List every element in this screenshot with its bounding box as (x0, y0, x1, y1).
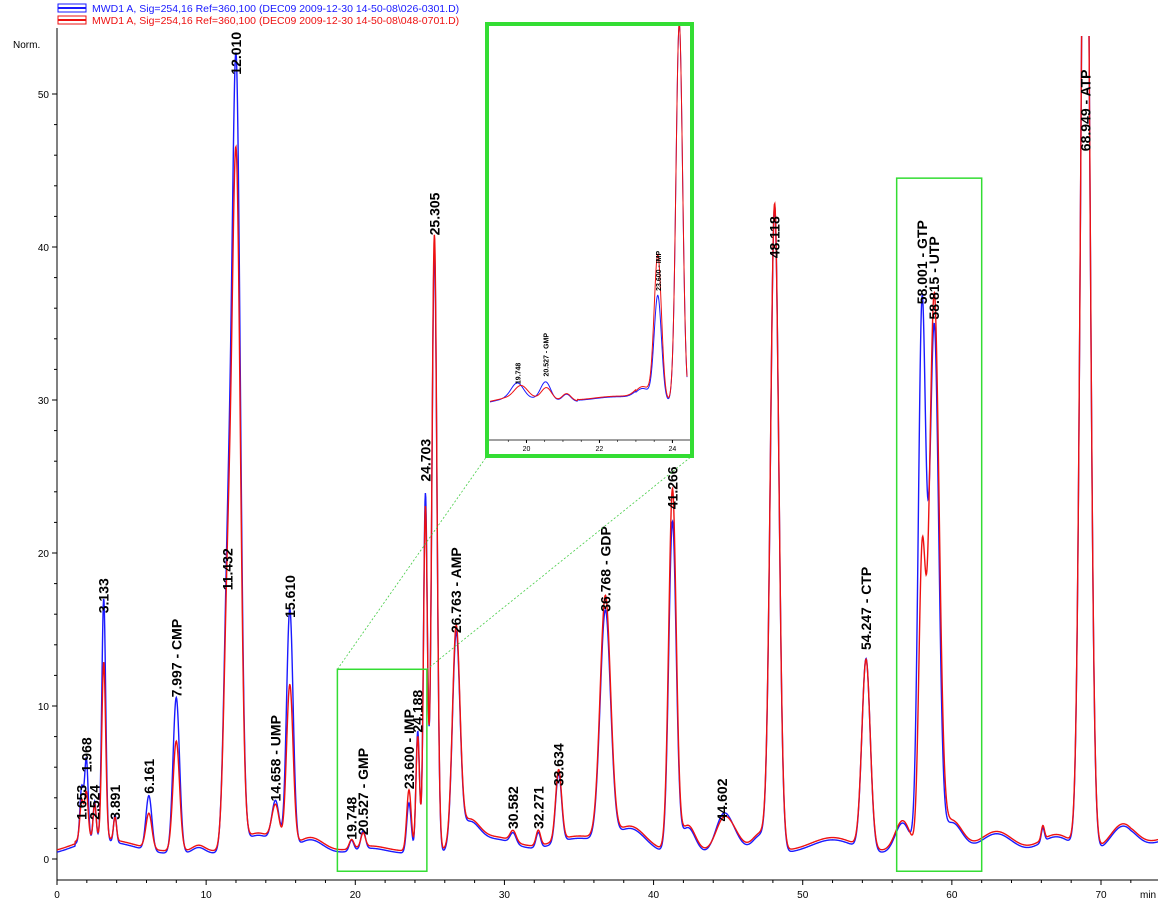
peak-label: 1.968 (78, 737, 94, 772)
inset-x-tick-label: 24 (669, 446, 677, 453)
peak-label: 20.527 - GMP (355, 748, 371, 835)
highlight-box-2 (895, 177, 983, 872)
inset-x-tick-label: 22 (596, 446, 604, 453)
inset-peak-label: 19.748 (515, 363, 522, 385)
peak-label: 58.815 - UTP (926, 236, 942, 319)
inset-x-tick-label: 20 (523, 446, 531, 453)
peak-label: 15.610 (282, 575, 298, 618)
peak-label: 19.748 (344, 797, 360, 840)
y-tick-label: 40 (38, 243, 50, 254)
peak-label: 48.118 (767, 216, 783, 258)
peak-label: 32.271 (530, 786, 546, 829)
y-tick-label: 0 (43, 855, 49, 866)
peak-label: 54.247 - CTP (858, 567, 874, 650)
peak-label: 25.305 (426, 192, 442, 235)
x-tick-label: 30 (499, 890, 511, 900)
x-tick-label: 50 (797, 890, 809, 900)
inset-connector (426, 455, 693, 670)
peak-label: 11.432 (220, 548, 236, 590)
x-tick-label: 10 (201, 890, 213, 900)
peak-label: 36.768 - GDP (597, 526, 613, 612)
inset-series-line-blue (489, 26, 688, 403)
y-tick-label: 20 (38, 549, 50, 560)
peak-label: 3.133 (96, 578, 112, 613)
inset-peak-label: 23.600 - IMP (656, 251, 663, 291)
peak-label: 30.582 (505, 786, 521, 829)
x-tick-label: 60 (946, 890, 958, 900)
peak-label: 33.634 (551, 743, 567, 786)
y-tick-label: 50 (38, 90, 50, 101)
peak-label: 23.600 - IMP (401, 709, 417, 789)
inset-frame (485, 22, 694, 458)
peak-label: 24.703 (417, 439, 433, 482)
x-tick-label: 20 (350, 890, 362, 900)
y-axis-title: Norm. (13, 40, 40, 51)
inset-background (487, 24, 692, 456)
x-tick-label: 40 (648, 890, 660, 900)
peak-label: 12.010 (228, 32, 244, 75)
peak-label: 68.949 - ATP (1077, 69, 1093, 151)
y-tick-label: 10 (38, 702, 50, 713)
x-axis-title: min (1140, 890, 1156, 900)
peak-label: 58.001 - GTP (914, 220, 930, 304)
peak-label: 3.891 (107, 785, 123, 820)
inset-connector (337, 455, 488, 670)
highlight-box-1 (336, 668, 428, 872)
series-line-red (57, 36, 1158, 852)
peak-label: 2.524 (87, 785, 103, 820)
legend: MWD1 A, Sig=254,16 Ref=360,100 (DEC09 20… (57, 3, 459, 27)
peak-label: 24.188 (410, 690, 426, 733)
peak-label: 14.658 - UMP (268, 715, 284, 801)
peak-label: 44.602 (714, 778, 730, 821)
peak-label: 1.653 (74, 785, 90, 820)
peak-label: 26.763 - AMP (448, 547, 464, 633)
y-tick-label: 30 (38, 396, 50, 407)
peak-label: 41.266 (664, 466, 680, 509)
peak-label: 7.997 - CMP (168, 619, 184, 698)
inset-traces-group (489, 26, 688, 403)
legend-entry-text: MWD1 A, Sig=254,16 Ref=360,100 (DEC09 20… (92, 15, 459, 27)
traces-group (57, 36, 1158, 854)
x-tick-label: 0 (54, 890, 60, 900)
x-tick-label: 70 (1095, 890, 1107, 900)
peak-label: 6.161 (141, 759, 157, 794)
inset-peak-label: 20.527 - GMP (544, 333, 551, 377)
legend-entry-text: MWD1 A, Sig=254,16 Ref=360,100 (DEC09 20… (92, 3, 459, 15)
inset-series-line-red (489, 26, 688, 402)
